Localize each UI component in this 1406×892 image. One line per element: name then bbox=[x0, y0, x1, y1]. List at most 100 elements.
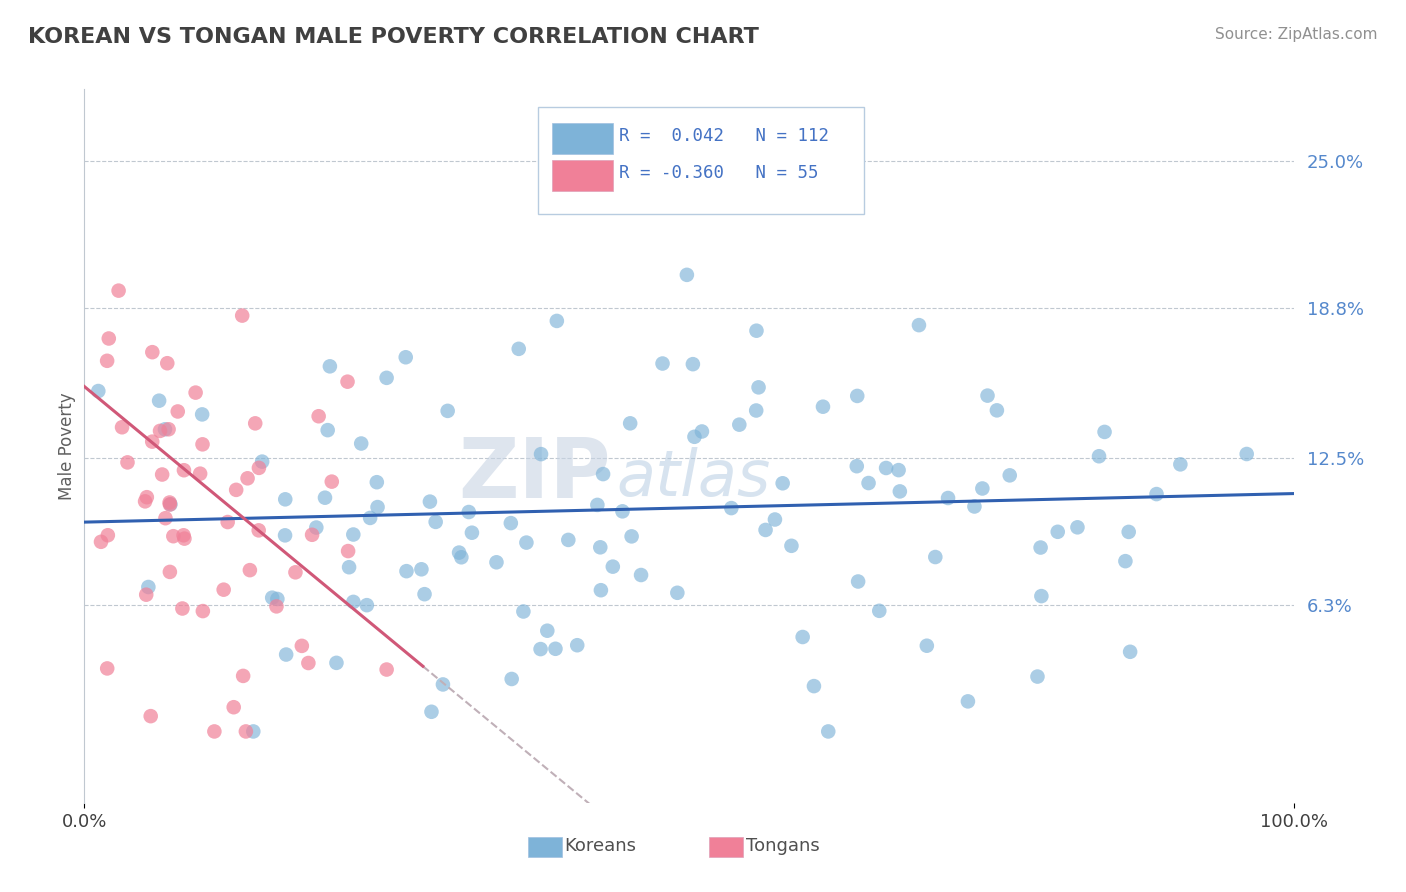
Point bbox=[449, 545, 471, 559]
Point bbox=[319, 359, 342, 374]
Point bbox=[350, 436, 373, 450]
Point bbox=[592, 467, 614, 481]
Point bbox=[188, 467, 211, 481]
Point bbox=[325, 656, 347, 670]
Point bbox=[141, 434, 163, 449]
FancyBboxPatch shape bbox=[553, 123, 613, 154]
Point bbox=[274, 492, 297, 507]
Point bbox=[395, 351, 418, 365]
Point bbox=[250, 455, 273, 469]
Point bbox=[173, 463, 195, 477]
Point bbox=[557, 533, 579, 547]
Point bbox=[359, 511, 381, 525]
Point bbox=[602, 559, 624, 574]
Point bbox=[972, 482, 994, 496]
Point bbox=[1146, 487, 1168, 501]
Point bbox=[772, 476, 794, 491]
Point bbox=[135, 588, 157, 602]
Point bbox=[586, 498, 609, 512]
Point bbox=[138, 580, 160, 594]
Point bbox=[297, 656, 319, 670]
Point bbox=[291, 639, 314, 653]
Point bbox=[159, 497, 181, 511]
Point bbox=[262, 591, 284, 605]
Point bbox=[153, 422, 176, 436]
Point bbox=[666, 586, 689, 600]
Point bbox=[247, 524, 270, 538]
Point bbox=[276, 648, 298, 662]
Point bbox=[87, 384, 110, 398]
Point bbox=[139, 709, 162, 723]
Point bbox=[908, 318, 931, 333]
Point bbox=[803, 679, 825, 693]
Point bbox=[976, 389, 998, 403]
Point bbox=[530, 447, 553, 461]
Point bbox=[515, 535, 537, 549]
Point bbox=[173, 528, 195, 542]
Point bbox=[375, 371, 398, 385]
Point bbox=[367, 500, 389, 514]
Point bbox=[745, 324, 768, 338]
Point bbox=[420, 705, 443, 719]
Point bbox=[172, 601, 194, 615]
Point bbox=[544, 641, 567, 656]
Point bbox=[247, 461, 270, 475]
Point bbox=[266, 591, 288, 606]
Point bbox=[508, 342, 530, 356]
FancyBboxPatch shape bbox=[710, 837, 744, 857]
Point bbox=[342, 527, 364, 541]
Point bbox=[141, 345, 163, 359]
Point bbox=[236, 471, 259, 485]
Point bbox=[191, 408, 214, 422]
Point bbox=[159, 498, 181, 512]
Point bbox=[1119, 645, 1142, 659]
Point bbox=[1026, 669, 1049, 683]
Point bbox=[96, 353, 118, 368]
Point bbox=[720, 501, 742, 516]
Point bbox=[499, 516, 522, 530]
Point bbox=[336, 375, 359, 389]
Point bbox=[308, 409, 330, 424]
Point bbox=[792, 630, 814, 644]
Point bbox=[963, 500, 986, 514]
Point bbox=[366, 475, 388, 490]
Point bbox=[266, 599, 288, 614]
Point bbox=[217, 515, 239, 529]
Point bbox=[245, 417, 267, 431]
Point bbox=[754, 523, 776, 537]
Point bbox=[690, 425, 713, 439]
Point bbox=[321, 475, 343, 489]
Point bbox=[159, 495, 181, 509]
Point bbox=[316, 423, 339, 437]
Point bbox=[683, 430, 706, 444]
Point bbox=[546, 314, 568, 328]
Point bbox=[191, 604, 214, 618]
Point bbox=[1088, 449, 1111, 463]
Point bbox=[305, 520, 328, 534]
Point bbox=[589, 583, 612, 598]
Point bbox=[485, 555, 508, 569]
Point bbox=[612, 504, 634, 518]
Point bbox=[425, 515, 447, 529]
Point bbox=[202, 724, 225, 739]
Point bbox=[225, 483, 247, 497]
Point bbox=[231, 309, 253, 323]
Point bbox=[155, 511, 177, 525]
Point bbox=[858, 476, 880, 491]
Point bbox=[150, 467, 173, 482]
Point bbox=[748, 380, 770, 394]
Point bbox=[134, 494, 156, 508]
Text: Tongans: Tongans bbox=[745, 838, 820, 855]
Point bbox=[1170, 458, 1192, 472]
FancyBboxPatch shape bbox=[538, 107, 865, 214]
Point bbox=[337, 544, 360, 558]
Y-axis label: Male Poverty: Male Poverty bbox=[58, 392, 76, 500]
Point bbox=[135, 490, 157, 504]
Point bbox=[212, 582, 235, 597]
Point bbox=[1094, 425, 1116, 439]
Point bbox=[413, 587, 436, 601]
Point bbox=[148, 393, 170, 408]
Point bbox=[512, 605, 534, 619]
Point bbox=[536, 624, 558, 638]
Point bbox=[97, 528, 120, 542]
